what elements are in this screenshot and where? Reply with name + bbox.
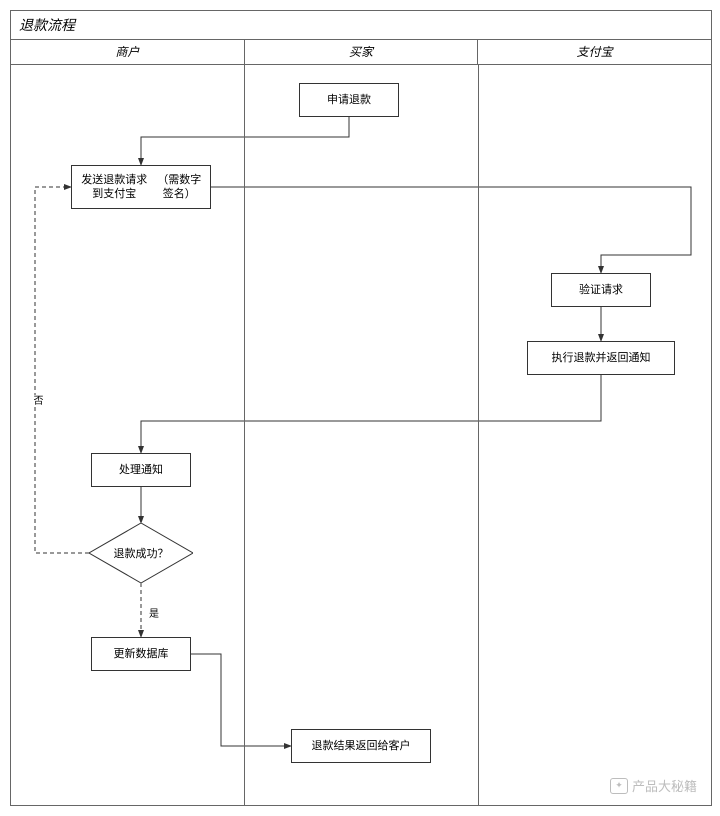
wechat-icon: ✦ <box>610 778 628 794</box>
lane-headers: 商户 买家 支付宝 <box>11 40 711 65</box>
lane-divider <box>244 65 245 805</box>
node-verify: 验证请求 <box>551 273 651 307</box>
lane-header-buyer: 买家 <box>245 40 479 64</box>
title-bar: 退款流程 <box>11 11 711 40</box>
node-exec: 执行退款并返回通知 <box>527 341 675 375</box>
node-apply: 申请退款 <box>299 83 399 117</box>
edge-label-success-no: 否 <box>27 395 46 405</box>
edge-update <box>191 654 291 746</box>
edge-apply <box>141 117 349 165</box>
lanes-area: 申请退款发送退款请求到支付宝（需数字签名） 验证请求执行退款并返回通知处理通知更新… <box>11 65 711 805</box>
lane-header-alipay: 支付宝 <box>478 40 711 64</box>
lane-divider <box>478 65 479 805</box>
diagram-title: 退款流程 <box>19 17 75 33</box>
node-handle: 处理通知 <box>91 453 191 487</box>
lane-header-merchant: 商户 <box>11 40 245 64</box>
flowchart-frame: 退款流程 商户 买家 支付宝 申请退款发送退款请求到支付宝（需数字签名） 验证请求… <box>10 10 712 806</box>
decision-success: 退款成功？ <box>89 523 193 583</box>
node-update: 更新数据库 <box>91 637 191 671</box>
edge-send <box>211 187 691 273</box>
edge-success-no <box>35 187 89 553</box>
edge-label-success-yes: 是 <box>147 605 161 620</box>
node-result: 退款结果返回给客户 <box>291 729 431 763</box>
node-send: 发送退款请求到支付宝（需数字签名） <box>71 165 211 209</box>
watermark: ✦ 产品大秘籍 <box>610 776 697 795</box>
edge-exec <box>141 375 601 453</box>
watermark-text: 产品大秘籍 <box>632 776 697 795</box>
